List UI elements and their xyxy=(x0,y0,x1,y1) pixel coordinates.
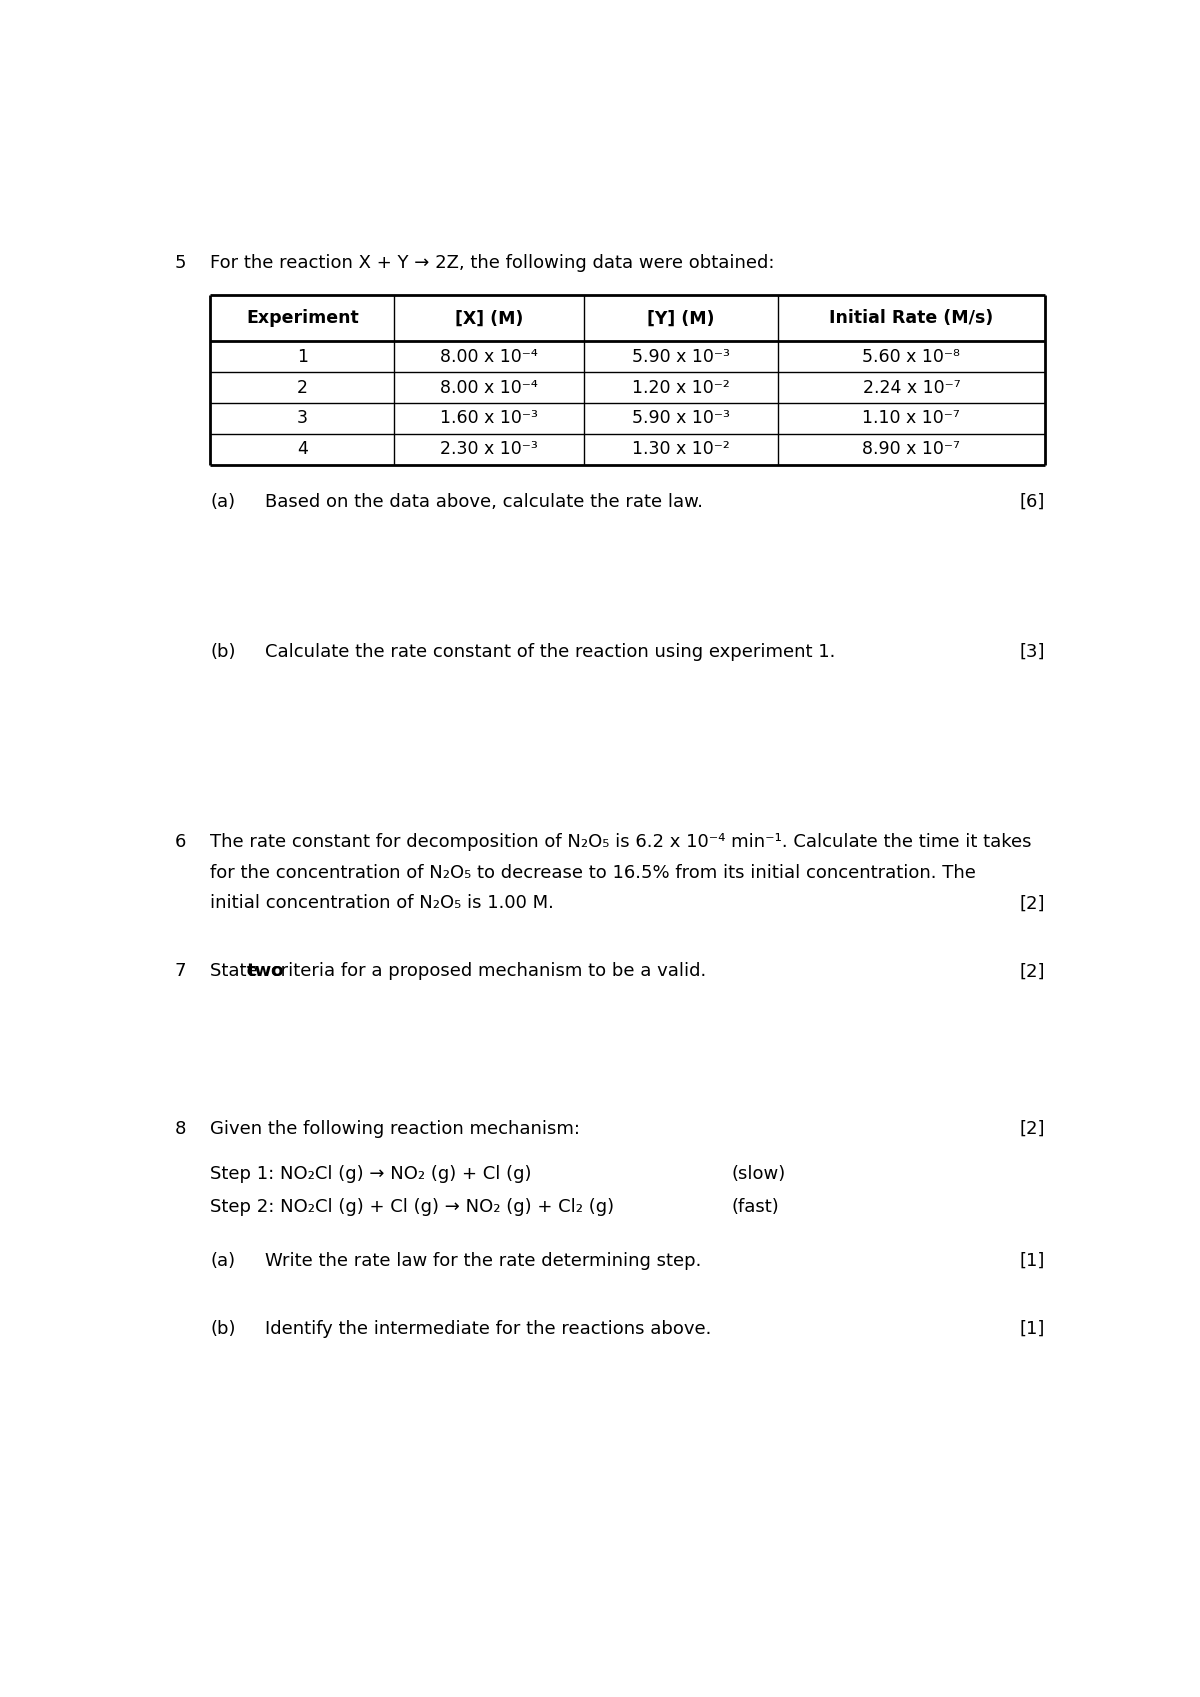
Text: Write the rate law for the rate determining step.: Write the rate law for the rate determin… xyxy=(265,1252,701,1269)
Text: Step 1: NO₂Cl (g) → NO₂ (g) + Cl (g): Step 1: NO₂Cl (g) → NO₂ (g) + Cl (g) xyxy=(210,1164,532,1183)
Text: 3: 3 xyxy=(296,409,307,428)
Text: 4: 4 xyxy=(296,440,307,458)
Text: 5: 5 xyxy=(175,255,186,272)
Text: 5.90 x 10⁻³: 5.90 x 10⁻³ xyxy=(632,348,730,367)
Text: [2]: [2] xyxy=(1020,962,1045,981)
Text: 8: 8 xyxy=(175,1120,186,1139)
Text: Given the following reaction mechanism:: Given the following reaction mechanism: xyxy=(210,1120,581,1139)
Text: Experiment: Experiment xyxy=(246,309,359,328)
Text: (slow): (slow) xyxy=(731,1164,786,1183)
Text: 8.00 x 10⁻⁴: 8.00 x 10⁻⁴ xyxy=(440,378,538,397)
Text: [2]: [2] xyxy=(1020,894,1045,913)
Text: (a): (a) xyxy=(210,492,235,511)
Text: Initial Rate (M/s): Initial Rate (M/s) xyxy=(829,309,994,328)
Text: 1.30 x 10⁻²: 1.30 x 10⁻² xyxy=(632,440,730,458)
Text: Based on the data above, calculate the rate law.: Based on the data above, calculate the r… xyxy=(265,492,703,511)
Text: Step 2: NO₂Cl (g) + Cl (g) → NO₂ (g) + Cl₂ (g): Step 2: NO₂Cl (g) + Cl (g) → NO₂ (g) + C… xyxy=(210,1198,614,1217)
Text: 2: 2 xyxy=(296,378,307,397)
Text: (fast): (fast) xyxy=(731,1198,779,1217)
Text: initial concentration of N₂O₅ is 1.00 M.: initial concentration of N₂O₅ is 1.00 M. xyxy=(210,894,554,913)
Text: [1]: [1] xyxy=(1020,1252,1045,1269)
Text: 7: 7 xyxy=(175,962,186,981)
Text: 5.60 x 10⁻⁸: 5.60 x 10⁻⁸ xyxy=(863,348,960,367)
Text: [Y] (M): [Y] (M) xyxy=(647,309,715,328)
Text: 6: 6 xyxy=(175,833,186,850)
Text: 1.10 x 10⁻⁷: 1.10 x 10⁻⁷ xyxy=(863,409,960,428)
Text: 1.20 x 10⁻²: 1.20 x 10⁻² xyxy=(632,378,730,397)
Text: [6]: [6] xyxy=(1020,492,1045,511)
Text: Calculate the rate constant of the reaction using experiment 1.: Calculate the rate constant of the react… xyxy=(265,643,835,660)
Text: (b): (b) xyxy=(210,643,236,660)
Text: two: two xyxy=(246,962,284,981)
Text: 1: 1 xyxy=(296,348,307,367)
Text: For the reaction X + Y → 2Z, the following data were obtained:: For the reaction X + Y → 2Z, the followi… xyxy=(210,255,775,272)
Text: 8.90 x 10⁻⁷: 8.90 x 10⁻⁷ xyxy=(863,440,960,458)
Text: (a): (a) xyxy=(210,1252,235,1269)
Text: 5.90 x 10⁻³: 5.90 x 10⁻³ xyxy=(632,409,730,428)
Text: [X] (M): [X] (M) xyxy=(455,309,523,328)
Text: 8.00 x 10⁻⁴: 8.00 x 10⁻⁴ xyxy=(440,348,538,367)
Text: criteria for a proposed mechanism to be a valid.: criteria for a proposed mechanism to be … xyxy=(265,962,707,981)
Text: (b): (b) xyxy=(210,1320,236,1337)
Text: [2]: [2] xyxy=(1020,1120,1045,1139)
Text: [3]: [3] xyxy=(1020,643,1045,660)
Text: 1.60 x 10⁻³: 1.60 x 10⁻³ xyxy=(440,409,538,428)
Text: 2.30 x 10⁻³: 2.30 x 10⁻³ xyxy=(440,440,538,458)
Text: The rate constant for decomposition of N₂O₅ is 6.2 x 10⁻⁴ min⁻¹. Calculate the t: The rate constant for decomposition of N… xyxy=(210,833,1032,850)
Text: [1]: [1] xyxy=(1020,1320,1045,1337)
Text: 2.24 x 10⁻⁷: 2.24 x 10⁻⁷ xyxy=(863,378,960,397)
Text: for the concentration of N₂O₅ to decrease to 16.5% from its initial concentratio: for the concentration of N₂O₅ to decreas… xyxy=(210,864,977,881)
Text: State: State xyxy=(210,962,264,981)
Text: Identify the intermediate for the reactions above.: Identify the intermediate for the reacti… xyxy=(265,1320,712,1337)
